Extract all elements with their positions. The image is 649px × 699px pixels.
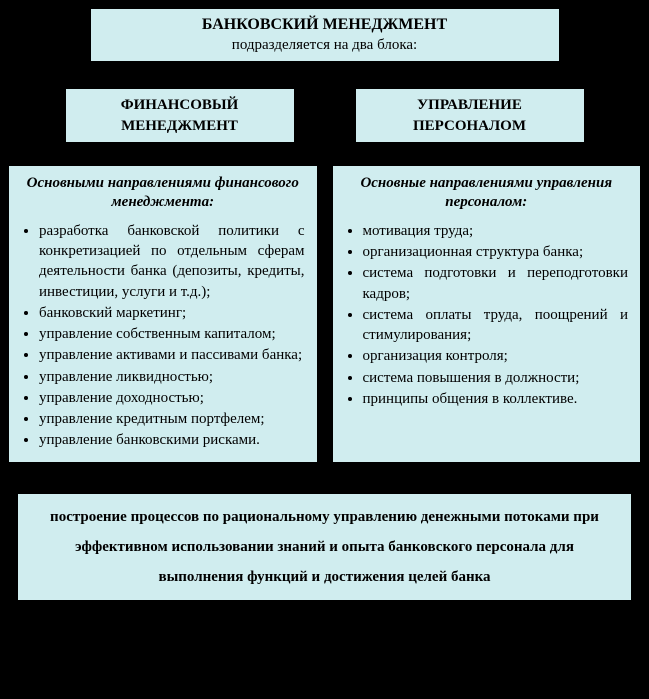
list-item: управление ликвидностью; <box>39 367 305 387</box>
list-item: мотивация труда; <box>363 221 629 241</box>
list-item: управление собственным капиталом; <box>39 324 305 344</box>
list-item: система подготовки и переподготовки кадр… <box>363 263 629 304</box>
left-column: Основными направлениями финансового мене… <box>8 165 318 463</box>
header-subtitle: подразделяется на два блока: <box>101 36 549 56</box>
header-title: БАНКОВСКИЙ МЕНЕДЖМЕНТ <box>101 15 549 36</box>
right-column: Основные направлениями управления персон… <box>332 165 642 463</box>
right-list: мотивация труда;организационная структур… <box>345 221 629 409</box>
list-item: принципы общения в коллективе. <box>363 389 629 409</box>
subheader-row: ФИНАНСОВЫЙ МЕНЕДЖМЕНТ УПРАВЛЕНИЕ ПЕРСОНА… <box>8 88 641 143</box>
list-item: система повышения в должности; <box>363 368 629 388</box>
list-item: банковский маркетинг; <box>39 303 305 323</box>
left-title-box: ФИНАНСОВЫЙ МЕНЕДЖМЕНТ <box>65 88 295 143</box>
columns-row: Основными направлениями финансового мене… <box>8 165 641 463</box>
list-item: система оплаты труда, поощрений и стимул… <box>363 305 629 346</box>
list-item: управление доходностью; <box>39 388 305 408</box>
list-item: управление банковскими рисками. <box>39 430 305 450</box>
left-list: разработка банковской политики с конкрет… <box>21 221 305 451</box>
list-item: управление кредитным портфелем; <box>39 409 305 429</box>
left-subtitle: Основными направлениями финансового мене… <box>21 174 305 213</box>
footer-box: построение процессов по рациональному уп… <box>17 493 632 601</box>
right-subtitle: Основные направлениями управления персон… <box>345 174 629 213</box>
list-item: организация контроля; <box>363 346 629 366</box>
list-item: управление активами и пассивами банка; <box>39 345 305 365</box>
list-item: организационная структура банка; <box>363 242 629 262</box>
right-title-box: УПРАВЛЕНИЕ ПЕРСОНАЛОМ <box>355 88 585 143</box>
header-box: БАНКОВСКИЙ МЕНЕДЖМЕНТ подразделяется на … <box>90 8 560 62</box>
list-item: разработка банковской политики с конкрет… <box>39 221 305 302</box>
